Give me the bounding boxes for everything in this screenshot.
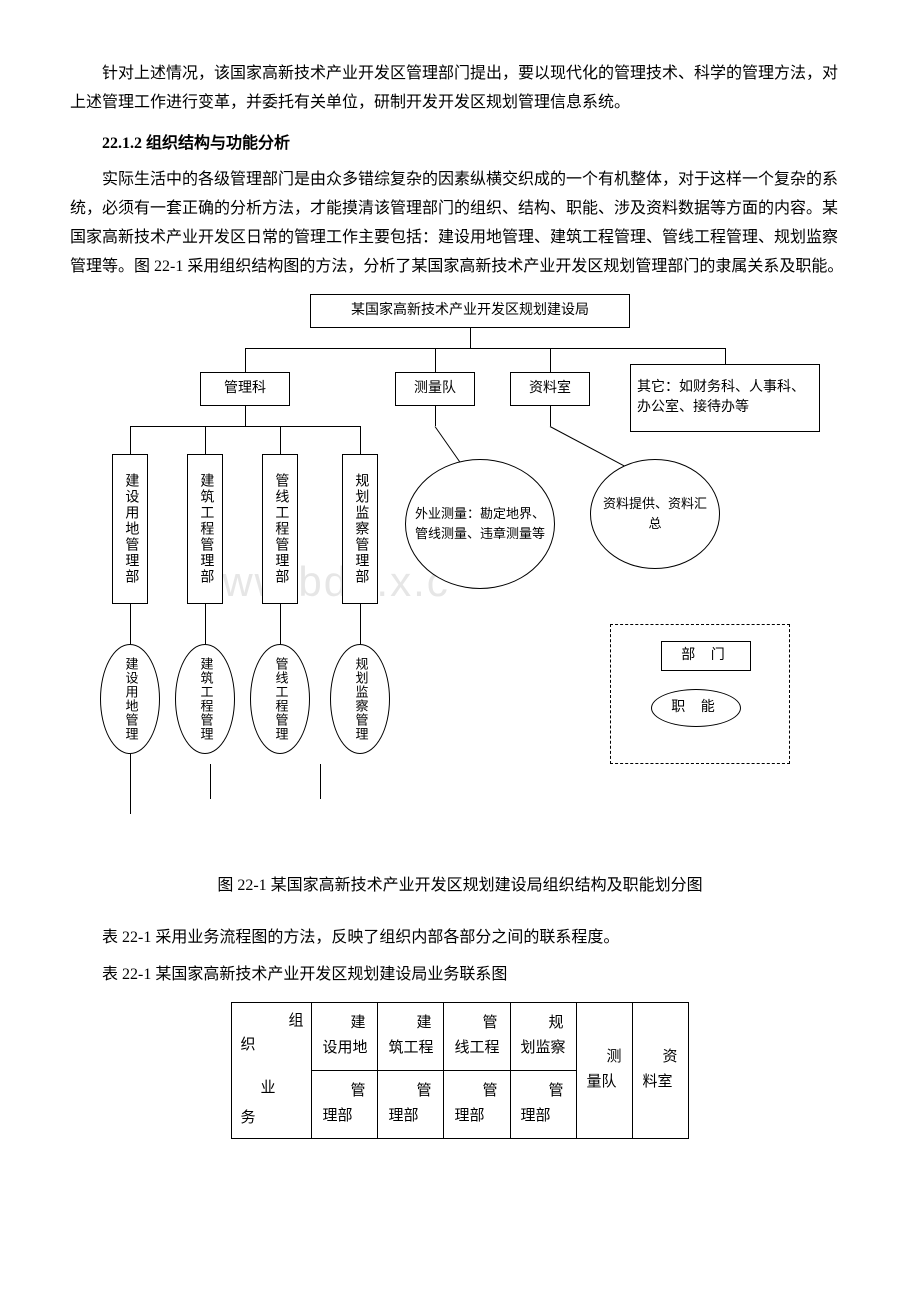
col-supervise-sub: 管理部 [510, 1070, 576, 1138]
node-archive: 资料室 [510, 372, 590, 406]
node-other: 其它：如财务科、人事科、办公室、接待办等 [630, 364, 820, 432]
table-diag-header: 组 织 业 务 [232, 1002, 312, 1138]
node-dept-land: 建设用地管理部 [112, 454, 148, 604]
col-land-sub: 管理部 [312, 1070, 378, 1138]
node-survey: 测量队 [395, 372, 475, 406]
col-land: 建设用地 [312, 1002, 378, 1070]
legend-box: 部 门 职 能 [610, 624, 790, 764]
legend-dept: 部 门 [661, 641, 751, 671]
node-dept-build: 建筑工程管理部 [187, 454, 223, 604]
table-intro: 表 22-1 采用业务流程图的方法，反映了组织内部各部分之间的联系程度。 [70, 924, 850, 953]
col-supervise: 规划监察 [510, 1002, 576, 1070]
function-build: 建筑工程管理 [175, 644, 235, 754]
col-archive: 资料室 [632, 1002, 688, 1138]
function-pipeline: 管线工程管理 [250, 644, 310, 754]
col-build-sub: 管理部 [378, 1070, 444, 1138]
watermark-text: www.bd...x.c [190, 544, 450, 620]
function-archive: 资料提供、资料汇总 [590, 459, 720, 569]
legend-function: 职 能 [651, 689, 741, 727]
col-pipeline-sub: 管理部 [444, 1070, 510, 1138]
org-chart: www.bd...x.c 某国家高新技术产业开发区规划建设局 管理科 测量队 资… [80, 294, 840, 854]
intro-paragraph: 针对上述情况，该国家高新技术产业开发区管理部门提出，要以现代化的管理技术、科学的… [70, 60, 850, 118]
col-survey: 测量队 [576, 1002, 632, 1138]
node-dept-pipeline: 管线工程管理部 [262, 454, 298, 604]
function-survey: 外业测量：勘定地界、管线测量、违章测量等 [405, 459, 555, 589]
table-caption: 表 22-1 某国家高新技术产业开发区规划建设局业务联系图 [70, 961, 850, 990]
node-root: 某国家高新技术产业开发区规划建设局 [310, 294, 630, 328]
business-table: 组 织 业 务 建设用地 建筑工程 管线工程 规划监察 测量队 资料室 管理部 … [231, 1002, 688, 1139]
section-heading: 22.1.2 组织结构与功能分析 [70, 130, 850, 159]
col-pipeline: 管线工程 [444, 1002, 510, 1070]
figure-caption: 图 22-1 某国家高新技术产业开发区规划建设局组织结构及职能划分图 [70, 872, 850, 901]
node-mgmt: 管理科 [200, 372, 290, 406]
function-supervise: 规划监察管理 [330, 644, 390, 754]
col-build: 建筑工程 [378, 1002, 444, 1070]
function-land: 建设用地管理 [100, 644, 160, 754]
body-paragraph: 实际生活中的各级管理部门是由众多错综复杂的因素纵横交织成的一个有机整体，对于这样… [70, 166, 850, 281]
node-dept-supervise: 规划监察管理部 [342, 454, 378, 604]
